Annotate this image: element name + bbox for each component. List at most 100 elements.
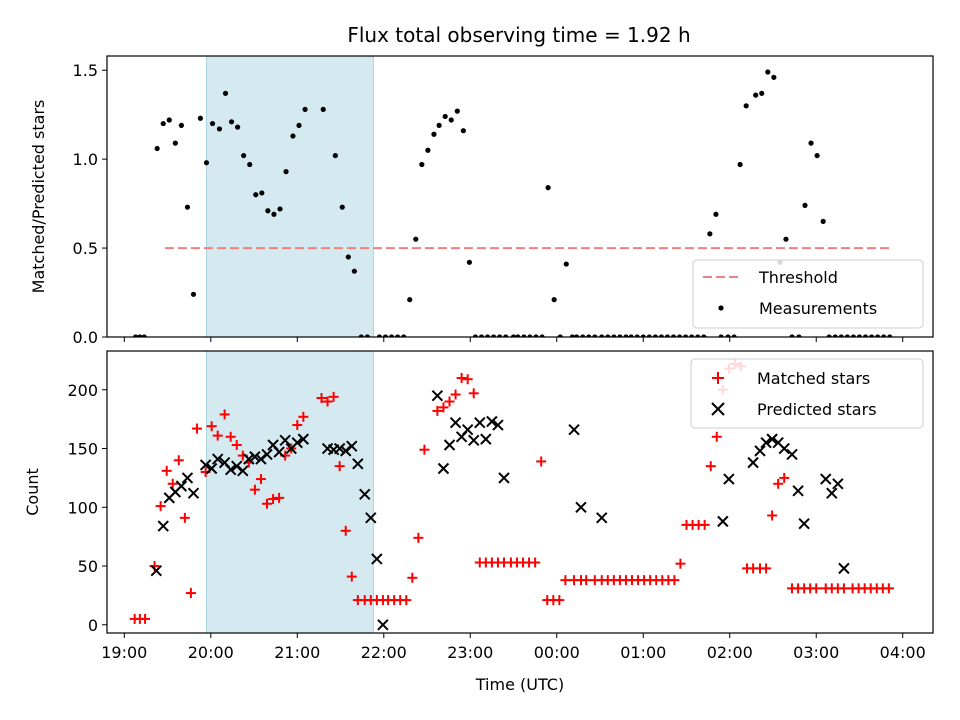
measurement-point xyxy=(283,169,289,175)
shaded-observing-interval xyxy=(205,350,374,634)
matched-star-point xyxy=(773,478,784,489)
x-b xyxy=(717,515,729,528)
y-axis-label: Count xyxy=(23,468,42,516)
measurement-point xyxy=(592,334,598,337)
matched-star-point xyxy=(419,444,430,455)
x-b xyxy=(772,436,784,449)
predicted-star-point xyxy=(760,436,772,449)
x-b xyxy=(157,520,169,532)
predicted-star-point xyxy=(443,439,456,451)
measurement-point xyxy=(413,236,419,242)
x-b xyxy=(723,473,735,485)
matched-star-point xyxy=(560,575,571,586)
measurement-point xyxy=(436,122,442,128)
predicted-star-point xyxy=(468,434,480,447)
measurement-point xyxy=(623,334,629,337)
x-b xyxy=(181,472,194,484)
measurement-point xyxy=(271,211,277,217)
x-b xyxy=(359,488,371,501)
measurement-point xyxy=(472,334,479,337)
measurement-point xyxy=(640,334,646,337)
measurement-point xyxy=(676,334,683,337)
legend-measurements-swatch xyxy=(718,305,724,311)
matched-star-point xyxy=(334,461,345,472)
predicted-star-point xyxy=(717,515,729,528)
predicted-star-point xyxy=(820,473,832,485)
x-b xyxy=(498,472,510,484)
matched-star-point xyxy=(761,563,772,574)
x-b xyxy=(760,436,772,449)
x-b xyxy=(596,512,608,524)
measurement-point xyxy=(132,334,139,337)
predicted-star-point xyxy=(297,433,310,445)
measurement-point xyxy=(586,334,592,337)
measurement-point xyxy=(832,334,838,337)
legend-box xyxy=(692,259,924,329)
measurement-point xyxy=(695,334,701,337)
predicted-star-point xyxy=(492,419,504,431)
measurement-point xyxy=(166,117,172,123)
measurement-point xyxy=(515,334,521,337)
measurement-point xyxy=(826,334,832,337)
axes-frame xyxy=(106,350,934,634)
x-b xyxy=(747,456,759,469)
matched-star-point xyxy=(255,474,266,485)
predicted-star-point xyxy=(461,424,474,436)
measurement-point xyxy=(419,161,425,168)
x-tick-label: 00:00 xyxy=(534,643,580,662)
measurement-point xyxy=(569,334,575,337)
matched-star-point xyxy=(262,498,273,509)
measurement-point xyxy=(448,117,454,123)
x-b xyxy=(218,456,231,469)
predicted-star-point xyxy=(181,472,194,484)
measurement-point xyxy=(382,334,389,337)
measurement-point xyxy=(376,334,383,337)
measurement-point xyxy=(814,152,820,159)
measurement-point xyxy=(320,106,326,112)
matched-star-point xyxy=(340,525,351,536)
x-tick-label: 19:00 xyxy=(101,643,147,662)
measurement-point xyxy=(856,334,863,337)
x-b xyxy=(279,434,291,447)
predicted-star-point xyxy=(187,487,200,499)
matched-star-point xyxy=(669,575,680,586)
matched-star-point xyxy=(711,431,722,442)
predicted-star-point xyxy=(212,453,224,465)
axes-frame xyxy=(106,55,934,338)
predicted-star-point xyxy=(575,501,587,513)
measurement-point xyxy=(503,334,509,337)
bottom-panel: 0 50 100 150 200 19:00 20:00 21:00 22:00 23:00 00:… xyxy=(23,350,934,694)
matched-star-point xyxy=(554,595,565,606)
measurement-point xyxy=(646,334,652,337)
measurement-point xyxy=(574,334,580,337)
measurement-point xyxy=(478,334,485,337)
x-b xyxy=(291,436,303,449)
matched-star-point xyxy=(322,396,333,407)
predicted-star-point xyxy=(175,480,188,492)
predicted-star-point xyxy=(273,446,285,458)
measurement-point xyxy=(731,334,737,337)
measurement-point xyxy=(759,90,765,96)
measurement-point xyxy=(737,161,743,168)
measurement-point xyxy=(160,120,166,127)
matched-star-point xyxy=(219,409,230,420)
measurement-point xyxy=(345,254,351,260)
matched-star-point xyxy=(438,402,449,413)
measurement-point xyxy=(302,106,308,112)
x-b xyxy=(187,487,200,499)
measurement-point xyxy=(701,334,707,337)
x-b xyxy=(175,480,188,492)
measurement-point xyxy=(670,334,677,337)
matched-star-point xyxy=(346,571,357,582)
predicted-star-point xyxy=(365,512,377,524)
measurement-point xyxy=(259,190,265,196)
measurement-point xyxy=(753,92,759,98)
measurement-point xyxy=(605,334,611,337)
measurement-point xyxy=(743,103,749,109)
matched-star-point xyxy=(328,391,339,402)
predicted-star-point xyxy=(157,520,169,532)
matched-star-point xyxy=(316,393,327,403)
measurement-point xyxy=(203,160,210,166)
predicted-star-point xyxy=(371,553,383,565)
